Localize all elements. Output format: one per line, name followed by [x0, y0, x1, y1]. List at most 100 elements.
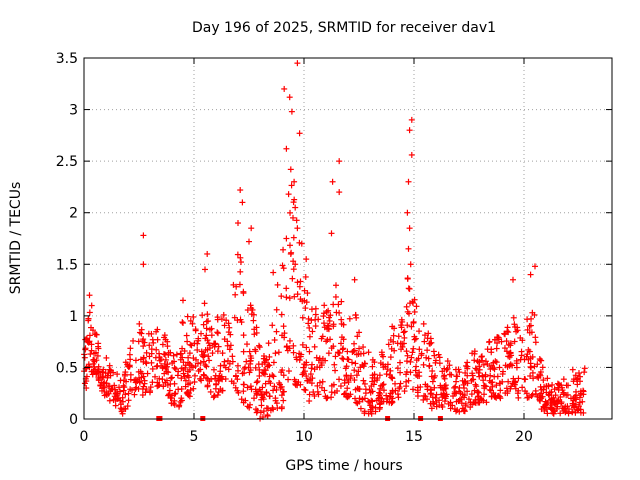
data-point [355, 350, 362, 357]
data-point [403, 358, 410, 365]
data-point [380, 364, 387, 371]
data-point [420, 396, 427, 403]
data-point [270, 406, 277, 413]
data-point [493, 382, 500, 389]
data-point [131, 377, 138, 384]
data-point [420, 320, 427, 327]
data-point [581, 369, 588, 376]
data-point [399, 318, 406, 325]
data-point [154, 326, 161, 333]
data-point [290, 234, 297, 241]
data-point [368, 383, 375, 390]
data-point [286, 94, 293, 101]
y-tick-label: 2.5 [56, 154, 78, 170]
data-point [532, 334, 539, 341]
data-point [200, 321, 207, 328]
plot-frame [83, 57, 613, 420]
data-point [185, 374, 192, 381]
data-point [389, 389, 396, 396]
data-point [127, 345, 134, 352]
data-point [235, 367, 242, 374]
data-point [286, 295, 293, 302]
data-point [548, 405, 555, 412]
data-point [365, 349, 372, 356]
data-point [257, 409, 264, 416]
data-point [94, 352, 101, 359]
data-point [229, 353, 236, 360]
data-point [345, 379, 352, 386]
data-point [452, 383, 459, 390]
data-point [336, 158, 343, 165]
data-point [294, 291, 301, 298]
data-point [570, 378, 577, 385]
data-point [187, 380, 194, 387]
data-point [307, 371, 314, 378]
data-point [356, 345, 363, 352]
data-point [414, 393, 421, 400]
data-point [278, 392, 285, 399]
data-point [580, 387, 587, 394]
data-point [294, 279, 301, 286]
data-point [132, 357, 139, 364]
data-point [246, 401, 253, 408]
data-point [280, 323, 287, 330]
data-point [493, 345, 500, 352]
data-point [480, 361, 487, 368]
data-point [529, 369, 536, 376]
data-point [188, 342, 195, 349]
data-point [280, 372, 287, 379]
data-point [210, 366, 217, 373]
data-point [260, 408, 267, 415]
data-point [194, 340, 201, 347]
data-point [82, 346, 89, 353]
data-point [221, 322, 228, 329]
data-point [159, 376, 166, 383]
data-point [346, 315, 353, 322]
data-point [301, 361, 308, 368]
data-point [126, 363, 133, 370]
data-point [297, 278, 304, 285]
data-point [240, 348, 247, 355]
data-point [319, 333, 326, 340]
data-point [90, 357, 97, 364]
data-point [380, 398, 387, 405]
data-point [240, 288, 247, 295]
data-point [193, 356, 200, 363]
data-point [219, 387, 226, 394]
data-point [404, 308, 411, 315]
data-point [503, 338, 510, 345]
data-point [484, 346, 491, 353]
data-point [486, 338, 493, 345]
data-point [376, 389, 383, 396]
data-point [200, 351, 207, 358]
data-point [355, 368, 362, 375]
data-point [280, 388, 287, 395]
data-point [302, 273, 309, 280]
data-point [140, 373, 147, 380]
data-point [246, 348, 253, 355]
data-point [412, 335, 419, 342]
data-point [181, 373, 188, 380]
data-point [288, 182, 295, 189]
data-point [169, 360, 176, 367]
data-point [432, 395, 439, 402]
data-point [455, 397, 462, 404]
data-point [244, 384, 251, 391]
data-point [502, 390, 509, 397]
data-point [240, 332, 247, 339]
data-point [534, 373, 541, 380]
data-point [247, 302, 254, 309]
y-tick-label: 2 [69, 206, 78, 222]
data-point [421, 338, 428, 345]
data-point [203, 363, 210, 370]
data-point [166, 387, 173, 394]
data-point [234, 387, 241, 394]
data-point [352, 360, 359, 367]
data-point [265, 378, 272, 385]
data-point [239, 370, 246, 377]
data-point [297, 353, 304, 360]
data-point [542, 398, 549, 405]
data-point [106, 397, 113, 404]
data-point [152, 354, 159, 361]
data-point [256, 344, 263, 351]
